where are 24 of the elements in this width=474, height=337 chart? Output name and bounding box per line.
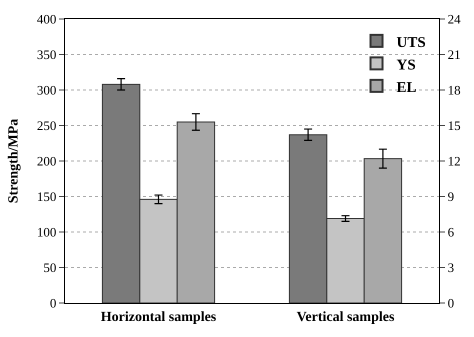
y-tick-label: 50	[43, 260, 56, 276]
y-tick-label: 350	[36, 47, 56, 62]
legend-label: UTS	[396, 34, 426, 51]
x-tick-label: Vertical samples	[296, 310, 395, 325]
y2-tick-label: 21	[448, 47, 461, 62]
y-tick-label: 400	[36, 12, 56, 27]
y2-tick-label: 6	[448, 224, 455, 240]
y-tick-label: 0	[50, 296, 56, 311]
y2-tick-label: 15	[448, 118, 461, 134]
y2-tick-label: 12	[448, 154, 461, 169]
legend-label: EL	[396, 80, 417, 96]
y2-tick-label: 3	[448, 260, 454, 276]
y2-tick-label: 0	[448, 296, 454, 311]
y-tick-label: 150	[36, 189, 56, 204]
y-tick-label: 100	[36, 224, 56, 240]
y-tick-label: 250	[36, 118, 56, 134]
y2-tick-label: 9	[448, 189, 454, 204]
y2-tick-label: 18	[448, 82, 461, 98]
y2-tick-label: 24	[448, 12, 462, 27]
y-tick-label: 300	[36, 82, 56, 98]
legend-label: YS	[396, 57, 416, 74]
y-tick-label: 200	[36, 154, 56, 169]
x-tick-label: Horizontal samples	[100, 310, 217, 325]
y-axis-title: Strength/MPa	[6, 118, 22, 204]
